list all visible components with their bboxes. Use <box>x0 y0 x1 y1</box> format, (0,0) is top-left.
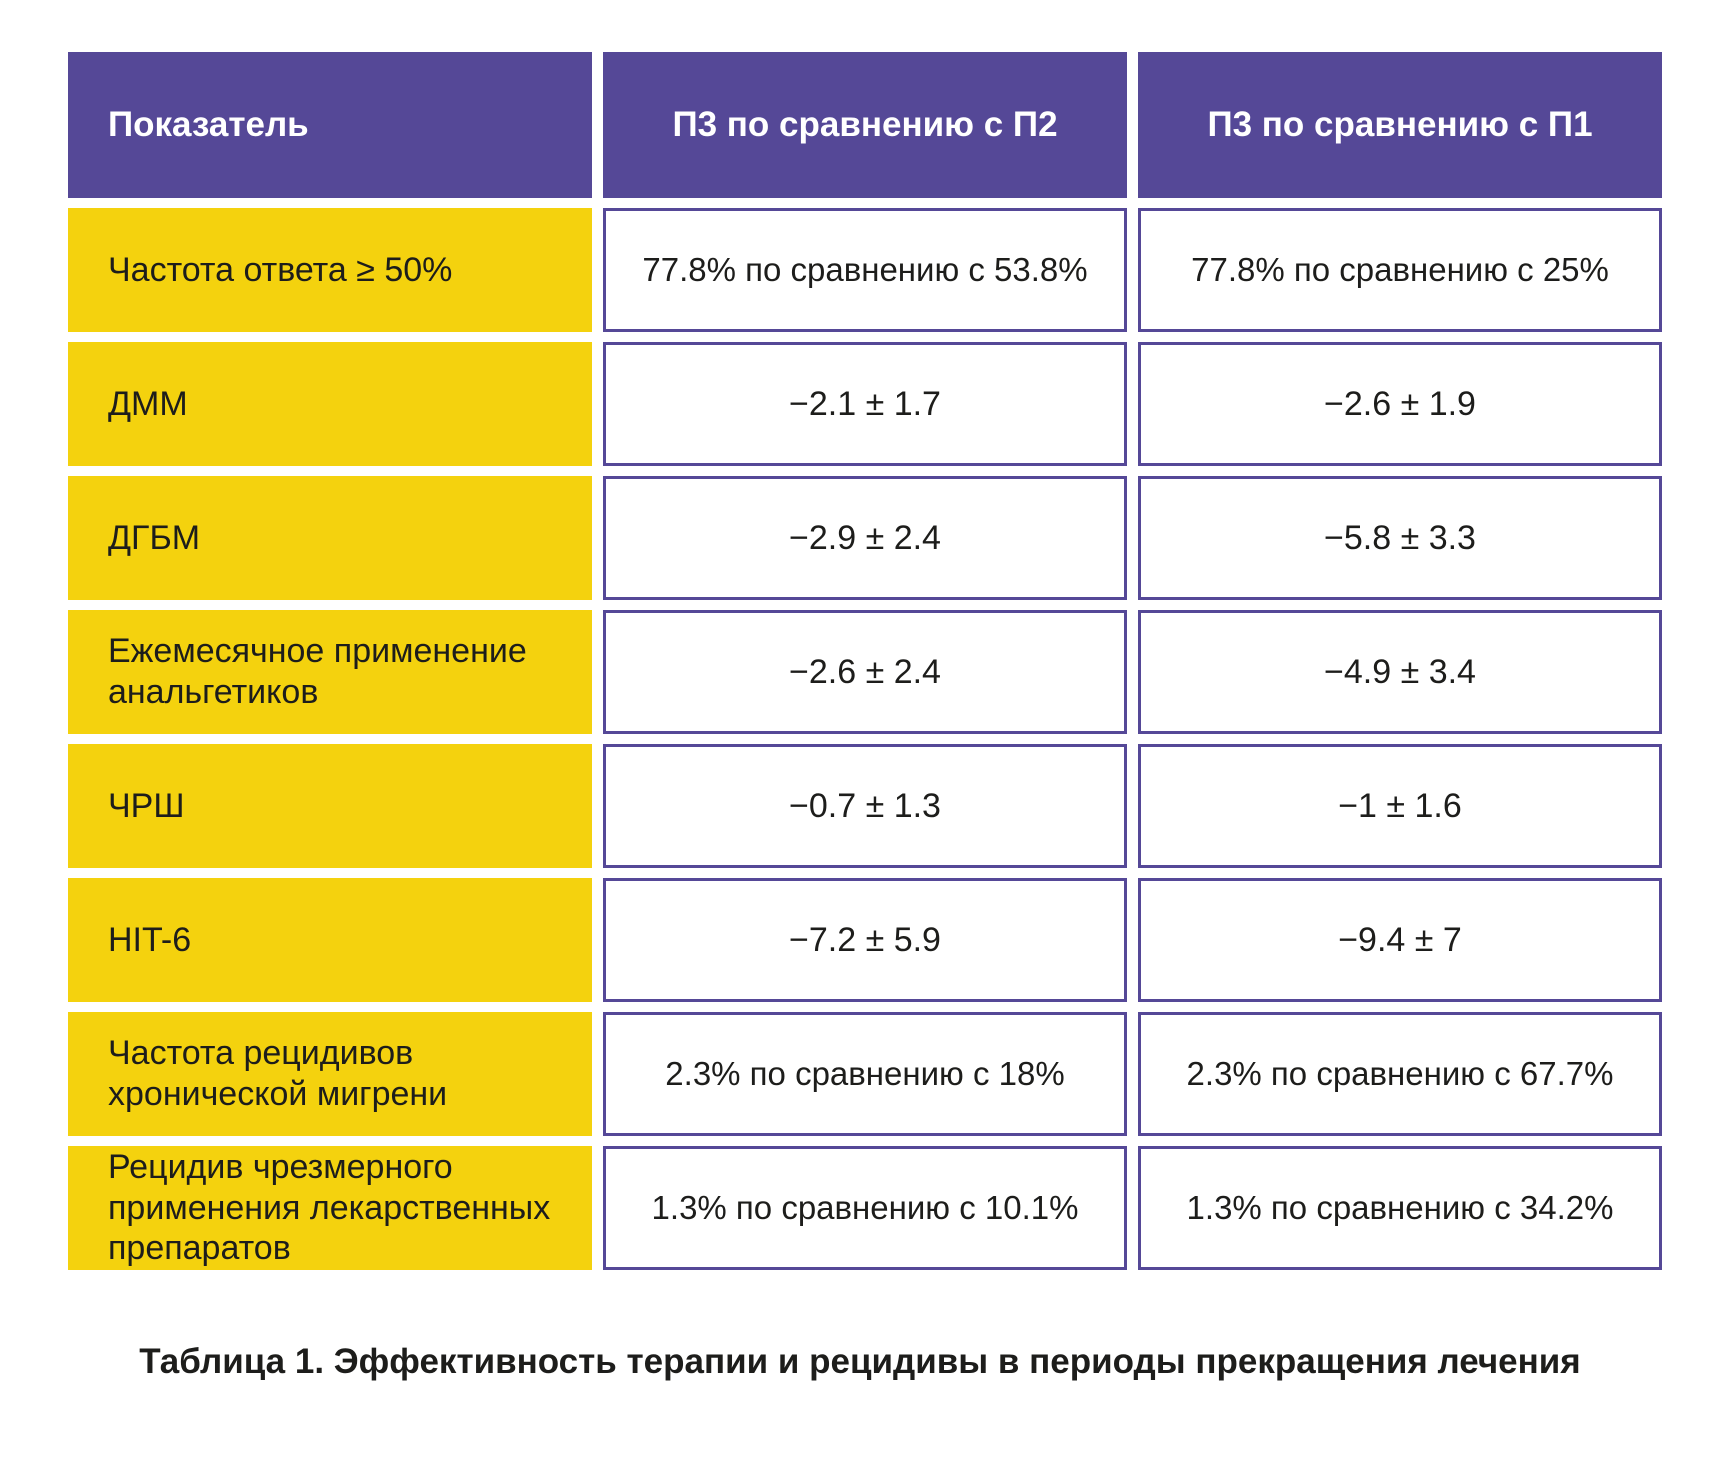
row-label: Частота рецидивов хронической мигрени <box>68 1012 592 1136</box>
row-label: ДММ <box>68 342 592 466</box>
cell-p3-vs-p2: −2.9 ± 2.4 <box>603 476 1127 600</box>
cell-p3-vs-p1: −4.9 ± 3.4 <box>1138 610 1662 734</box>
cell-p3-vs-p2: −0.7 ± 1.3 <box>603 744 1127 868</box>
cell-p3-vs-p1: 2.3% по сравнению с 67.7% <box>1138 1012 1662 1136</box>
table-caption: Таблица 1. Эффективность терапии и рецид… <box>139 1342 1581 1381</box>
cell-p3-vs-p1: −2.6 ± 1.9 <box>1138 342 1662 466</box>
header-indicator: Показатель <box>68 52 592 198</box>
cell-p3-vs-p1: −1 ± 1.6 <box>1138 744 1662 868</box>
row-label: Частота ответа ≥ 50% <box>68 208 592 332</box>
row-label: HIT-6 <box>68 878 592 1002</box>
cell-p3-vs-p2: −7.2 ± 5.9 <box>603 878 1127 1002</box>
header-p3-vs-p1: П3 по сравнению с П1 <box>1138 52 1662 198</box>
cell-p3-vs-p2: −2.6 ± 2.4 <box>603 610 1127 734</box>
cell-p3-vs-p2: 2.3% по сравнению с 18% <box>603 1012 1127 1136</box>
cell-p3-vs-p1: 77.8% по сравнению с 25% <box>1138 208 1662 332</box>
cell-p3-vs-p2: 1.3% по сравнению с 10.1% <box>603 1146 1127 1270</box>
cell-p3-vs-p1: −9.4 ± 7 <box>1138 878 1662 1002</box>
data-table: Показатель П3 по сравнению с П2 П3 по ср… <box>68 52 1662 1270</box>
cell-p3-vs-p1: 1.3% по сравнению с 34.2% <box>1138 1146 1662 1270</box>
row-label: Рецидив чрезмерного применения лекарстве… <box>68 1146 592 1270</box>
row-label: ЧРШ <box>68 744 592 868</box>
cell-p3-vs-p1: −5.8 ± 3.3 <box>1138 476 1662 600</box>
row-label: ДГБМ <box>68 476 592 600</box>
cell-p3-vs-p2: 77.8% по сравнению с 53.8% <box>603 208 1127 332</box>
header-p3-vs-p2: П3 по сравнению с П2 <box>603 52 1127 198</box>
cell-p3-vs-p2: −2.1 ± 1.7 <box>603 342 1127 466</box>
row-label: Ежемесячное применение анальгетиков <box>68 610 592 734</box>
